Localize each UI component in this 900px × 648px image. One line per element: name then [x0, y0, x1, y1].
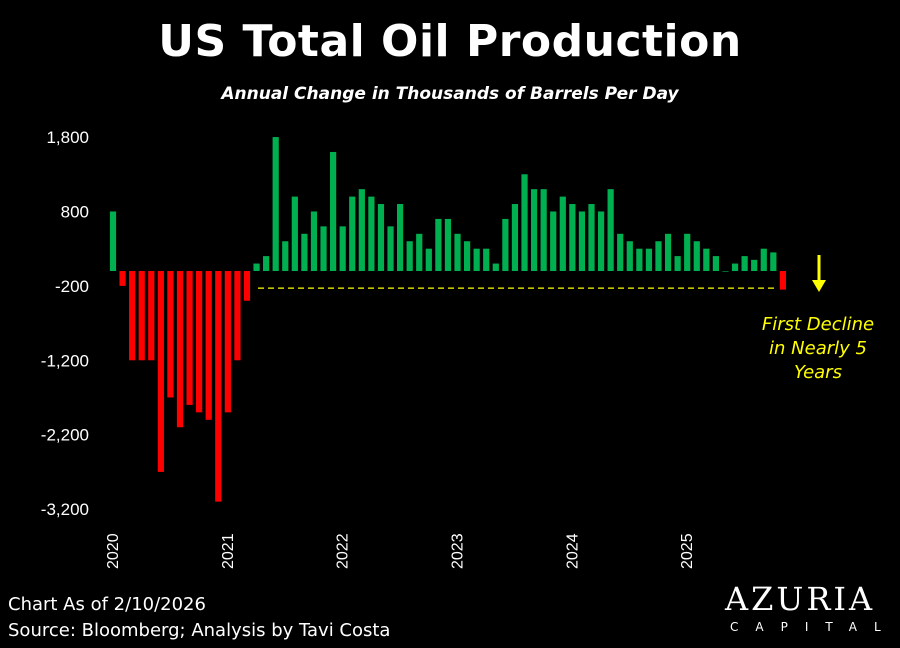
- logo-subtitle: CAPITAL: [730, 620, 898, 634]
- bar: [530, 189, 538, 271]
- bar: [157, 271, 164, 472]
- bar: [167, 271, 174, 398]
- bar: [339, 226, 346, 271]
- bar: [406, 241, 413, 271]
- bar: [607, 189, 614, 271]
- azuria-logo: AZURIA CAPITAL: [650, 580, 890, 640]
- bar: [148, 271, 155, 361]
- bar: [416, 233, 423, 271]
- bar: [779, 271, 786, 290]
- bar: [368, 196, 375, 271]
- bar: [645, 248, 653, 271]
- bar: [751, 259, 758, 271]
- annotation-text: Years: [794, 362, 842, 383]
- bar: [502, 218, 509, 271]
- bar: [358, 189, 365, 271]
- bar: [263, 256, 270, 271]
- bar: [186, 271, 193, 405]
- bar: [397, 204, 404, 271]
- bar: [578, 211, 586, 271]
- bar: [664, 233, 672, 271]
- bar: [425, 248, 432, 271]
- bar: [731, 263, 739, 271]
- x-tick-label: 2021: [220, 533, 237, 569]
- bar: [597, 211, 605, 271]
- bar: [760, 248, 767, 271]
- bar: [435, 218, 442, 271]
- bar: [205, 271, 212, 420]
- y-tick-label: 1,800: [46, 128, 89, 147]
- bar: [550, 211, 557, 271]
- chart-subtitle: Annual Change in Thousands of Barrels Pe…: [221, 84, 679, 104]
- bar: [349, 196, 356, 271]
- bar: [272, 137, 279, 271]
- bar: [301, 233, 308, 271]
- x-tick-label: 2020: [105, 533, 122, 569]
- bar: [569, 204, 576, 271]
- x-tick-label: 2023: [450, 533, 467, 569]
- y-tick-label: -200: [55, 277, 89, 296]
- bar: [253, 263, 260, 271]
- y-tick-label: 800: [61, 202, 89, 221]
- bar: [330, 151, 337, 271]
- bar: [119, 271, 126, 286]
- bar: [234, 271, 241, 361]
- bar: [454, 233, 461, 271]
- annotation-text: in Nearly 5: [769, 338, 867, 359]
- bar: [377, 204, 385, 271]
- annotation-text: First Decline: [762, 314, 874, 335]
- bar: [741, 256, 748, 271]
- bar: [291, 196, 298, 271]
- bar: [626, 241, 633, 271]
- bar: [559, 196, 566, 271]
- bar: [109, 211, 117, 271]
- chart-date-note: Chart As of 2/10/2026: [8, 594, 206, 615]
- bar: [655, 241, 662, 271]
- bar: [282, 241, 289, 271]
- bar: [722, 271, 729, 272]
- bar: [703, 248, 710, 271]
- chart-title: US Total Oil Production: [158, 16, 742, 67]
- bar: [196, 271, 203, 413]
- bar: [310, 211, 318, 271]
- bar: [483, 248, 490, 271]
- bar: [243, 271, 251, 301]
- bar: [492, 263, 499, 271]
- bar: [521, 174, 528, 271]
- source-note: Source: Bloomberg; Analysis by Tavi Cost…: [8, 620, 391, 641]
- bar: [215, 271, 222, 502]
- bar: [674, 256, 681, 271]
- bar: [473, 248, 480, 271]
- bar: [176, 271, 184, 428]
- bar: [387, 226, 394, 271]
- bar: [463, 241, 471, 271]
- bar: [224, 271, 231, 413]
- bar: [712, 256, 720, 271]
- down-arrow-icon: [812, 255, 826, 292]
- logo-wordmark: AZURIA: [725, 580, 876, 618]
- bar: [770, 252, 777, 271]
- bar: [693, 241, 700, 271]
- bar: [684, 233, 691, 271]
- bar: [320, 226, 327, 271]
- bar: [617, 233, 624, 271]
- bar: [588, 204, 595, 271]
- bar: [444, 218, 452, 271]
- logo-mark-icon: [661, 590, 703, 638]
- y-tick-label: -1,200: [41, 351, 89, 370]
- bar: [138, 271, 145, 361]
- bar: [511, 204, 519, 271]
- bar: [129, 271, 136, 361]
- y-tick-label: -3,200: [41, 500, 89, 519]
- bar: [636, 248, 643, 271]
- x-tick-label: 2024: [564, 533, 581, 569]
- x-tick-label: 2022: [335, 533, 352, 569]
- x-tick-label: 2025: [679, 533, 696, 569]
- bar: [540, 189, 547, 271]
- y-tick-label: -2,200: [41, 426, 89, 445]
